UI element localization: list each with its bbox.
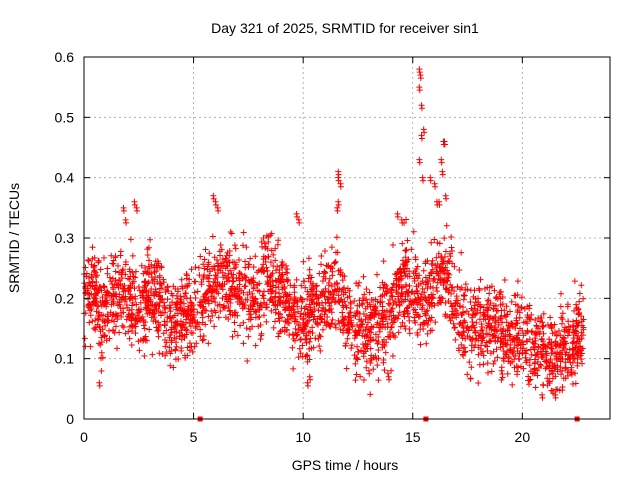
y-tick-label: 0 [66, 411, 74, 427]
y-tick-label: 0.4 [55, 170, 75, 186]
x-tick-label: 20 [515, 429, 531, 445]
x-tick-label: 5 [190, 429, 198, 445]
x-tick-label: 10 [295, 429, 311, 445]
x-tick-label: 0 [80, 429, 88, 445]
chart: 0 5 10 15 20 0 0.1 0.2 0.3 0.4 0.5 0.6 Day 321 of … [0, 0, 640, 480]
y-tick-label: 0.3 [55, 230, 75, 246]
y-tick-label: 0.1 [55, 351, 75, 367]
y-tick-label: 0.6 [55, 49, 75, 65]
y-axis-label: SRMTID / TECUs [6, 183, 22, 293]
x-tick-label: 15 [405, 429, 421, 445]
chart-title: Day 321 of 2025, SRMTID for receiver sin… [211, 20, 479, 36]
y-tick-label: 0.2 [55, 290, 75, 306]
y-tick-label: 0.5 [55, 109, 75, 125]
x-axis-label: GPS time / hours [292, 457, 399, 473]
